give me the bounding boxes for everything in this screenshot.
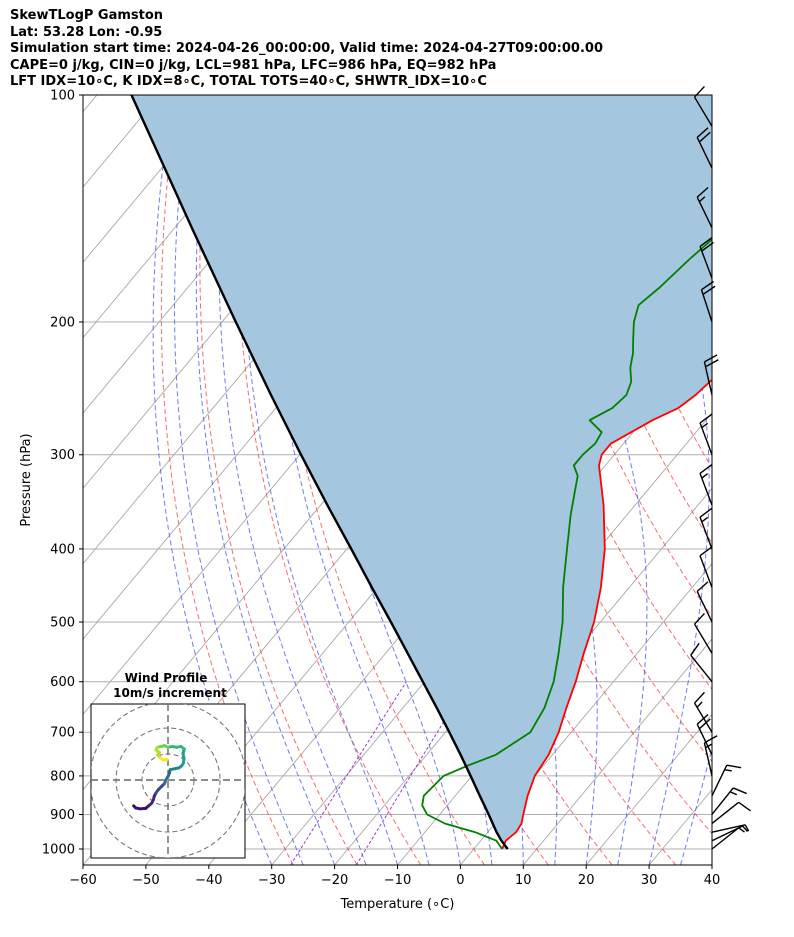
- parcel-profile-line: [130, 95, 509, 850]
- y-tick-label: 400: [50, 542, 75, 557]
- moist-adiabat: [174, 95, 304, 865]
- isotherm-line: [775, 95, 794, 865]
- axis-ticks: −60 −50 −40 −30 −20 −10 0 10 20 30 40 1000 900 800 700…: [42, 89, 720, 889]
- wind-barb: [711, 787, 747, 815]
- wind-barb: [711, 824, 750, 833]
- location-line: Lat: 53.28 Lon: -0.95: [10, 24, 163, 40]
- y-axis-label: Pressure (hPa): [19, 433, 34, 526]
- cin-shading: [131, 95, 712, 849]
- x-tick-label: −60: [69, 873, 96, 888]
- moist-adiabat: [242, 95, 398, 865]
- chart-title: SkewTLogP Gamston: [10, 8, 164, 23]
- isotherm-line: [83, 95, 98, 113]
- wind-barb: [699, 413, 713, 455]
- moist-adiabat: [152, 95, 273, 865]
- mixing-ratio-line: [355, 681, 469, 865]
- dry-adiabat: [764, 95, 794, 865]
- y-tick-label: 100: [50, 89, 75, 104]
- wind-barb: [711, 827, 745, 850]
- y-tick-label: 200: [50, 315, 75, 330]
- cape-fill: [131, 95, 712, 849]
- y-tick-label: 900: [50, 808, 75, 823]
- dry-adiabat: [731, 95, 794, 865]
- hodograph-segment: [162, 757, 169, 762]
- wind-barb: [699, 546, 713, 588]
- isotherm-line: [83, 95, 286, 339]
- wind-barb: [696, 186, 713, 229]
- temperature-profile-line: [501, 379, 712, 850]
- cape-line: CAPE=0 j/kg, CIN=0 j/kg, LCL=981 hPa, LF…: [10, 57, 497, 73]
- x-tick-label: −10: [384, 873, 411, 888]
- x-tick-label: 0: [456, 873, 464, 888]
- x-tick-label: 10: [515, 873, 532, 888]
- isotherm-line: [460, 562, 712, 865]
- x-tick-label: −50: [132, 873, 159, 888]
- wind-barb: [699, 464, 713, 506]
- y-tick-label: 600: [50, 675, 75, 690]
- isotherm-line: [585, 713, 712, 865]
- isotherm-line: [522, 638, 712, 865]
- moist-adiabat: [711, 863, 712, 865]
- x-tick-label: 30: [641, 873, 658, 888]
- wind-barb: [711, 801, 751, 825]
- wind-barb: [699, 507, 713, 550]
- y-tick-label: 800: [50, 769, 75, 784]
- wind-barb: [693, 691, 713, 733]
- profile-lines: [130, 95, 712, 850]
- wind-barb: [703, 735, 718, 777]
- x-tick-label: −20: [321, 873, 348, 888]
- wind-barb: [700, 280, 716, 323]
- y-tick-label: 300: [50, 448, 75, 463]
- dry-adiabat: [698, 95, 712, 137]
- dry-adiabat: [272, 95, 485, 865]
- x-tick-label: 20: [578, 873, 595, 888]
- wind-barb: [693, 612, 713, 654]
- wind-barb: [696, 713, 713, 756]
- moist-adiabat: [625, 95, 710, 865]
- wind-barb: [711, 764, 742, 797]
- isotherm-line: [711, 864, 712, 865]
- wind-barb: [690, 642, 713, 683]
- wind-barb: [711, 825, 749, 842]
- index-line: LFT IDX=10∘C, K IDX=8∘C, TOTAL TOTS=40∘C…: [10, 74, 487, 90]
- hodograph-inset: Wind Profile 10m/s increment: [90, 671, 246, 859]
- y-tick-label: 700: [50, 726, 75, 741]
- x-axis-label: Temperature (∘C): [340, 897, 455, 912]
- wind-barb: [696, 581, 713, 623]
- isotherm-line: [83, 95, 224, 264]
- wind-barb: [693, 85, 713, 127]
- x-tick-label: −30: [258, 873, 285, 888]
- hodograph-subtitle: 10m/s increment: [113, 686, 227, 700]
- y-tick-label: 1000: [42, 843, 75, 858]
- dry-adiabat: [160, 95, 294, 865]
- time-line: Simulation start time: 2024-04-26_00:00:…: [10, 41, 603, 57]
- wind-barb: [696, 127, 713, 169]
- dewpoint-profile-line: [421, 238, 712, 850]
- wind-barb: [699, 237, 714, 279]
- x-tick-label: −40: [195, 873, 222, 888]
- isotherm-line: [334, 412, 712, 865]
- mixing-ratio-line: [290, 681, 407, 865]
- moist-adiabat: [195, 95, 336, 865]
- y-tick-label: 500: [50, 616, 75, 631]
- wind-barb: [703, 354, 719, 396]
- moist-adiabat: [218, 95, 367, 865]
- dry-adiabat: [199, 95, 358, 865]
- wind-barbs: [690, 85, 751, 850]
- hodograph-title: Wind Profile: [125, 671, 208, 685]
- dry-adiabat: [339, 95, 613, 865]
- chart-title-block: SkewTLogP Gamston Lat: 53.28 Lon: -0.95 …: [10, 8, 603, 91]
- x-tick-label: 40: [704, 873, 721, 888]
